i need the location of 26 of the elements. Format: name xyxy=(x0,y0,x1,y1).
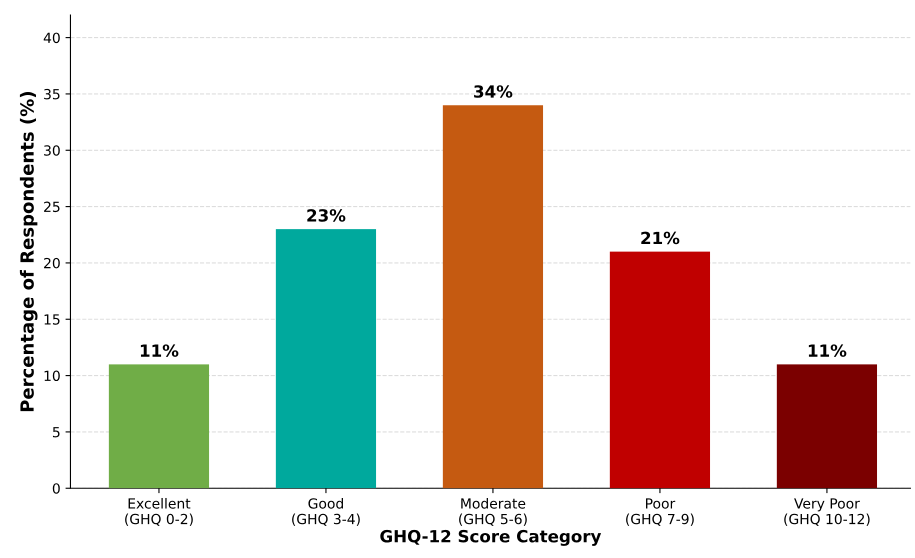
y-tick-label: 35 xyxy=(44,88,60,100)
y-tick-label: 20 xyxy=(44,258,60,268)
y-tick-label: 40 xyxy=(44,32,60,44)
y-tick-label: 15 xyxy=(44,314,60,325)
x-tick-label: Good (GHQ 3-4) xyxy=(292,498,360,526)
y-tick-label: 5 xyxy=(52,427,60,438)
data-label: 11% xyxy=(140,344,178,357)
bar xyxy=(276,229,376,488)
y-axis-title: Percentage of Respondents (%) xyxy=(20,92,38,412)
x-tick-label: Moderate (GHQ 5-6) xyxy=(459,498,527,526)
x-tick-label: Poor (GHQ 7-9) xyxy=(626,498,694,526)
bar xyxy=(108,364,210,488)
data-label: 34% xyxy=(474,85,512,98)
bar xyxy=(442,105,544,488)
bar xyxy=(776,364,878,488)
y-tick-label: 0 xyxy=(52,483,60,494)
data-label: 11% xyxy=(808,344,846,357)
data-label: 21% xyxy=(641,232,680,244)
x-tick-label: Very Poor (GHQ 10-12) xyxy=(784,498,870,526)
y-tick-label: 30 xyxy=(44,145,60,156)
y-tick-label: 10 xyxy=(44,370,60,382)
bar xyxy=(610,252,710,488)
data-label: 23% xyxy=(307,209,346,222)
x-tick-label: Excellent (GHQ 0-2) xyxy=(125,498,193,526)
x-axis-title: GHQ-12 Score Category xyxy=(380,530,602,546)
y-tick-label: 25 xyxy=(44,202,60,212)
